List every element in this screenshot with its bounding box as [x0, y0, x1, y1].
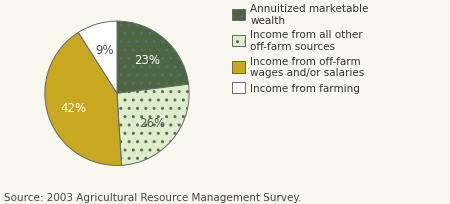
Wedge shape — [117, 85, 189, 165]
Text: 26%: 26% — [139, 116, 165, 129]
Legend: Annuitized marketable
wealth, Income from all other
off-farm sources, Income fro: Annuitized marketable wealth, Income fro… — [230, 2, 371, 96]
Text: 23%: 23% — [134, 53, 160, 66]
Text: 9%: 9% — [95, 44, 114, 57]
Wedge shape — [78, 22, 117, 94]
Text: Source: 2003 Agricultural Resource Management Survey.: Source: 2003 Agricultural Resource Manag… — [4, 192, 302, 202]
Text: 42%: 42% — [61, 101, 87, 114]
Wedge shape — [117, 22, 189, 94]
Wedge shape — [45, 33, 122, 166]
